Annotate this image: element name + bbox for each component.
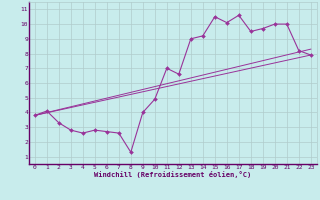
X-axis label: Windchill (Refroidissement éolien,°C): Windchill (Refroidissement éolien,°C) [94, 171, 252, 178]
